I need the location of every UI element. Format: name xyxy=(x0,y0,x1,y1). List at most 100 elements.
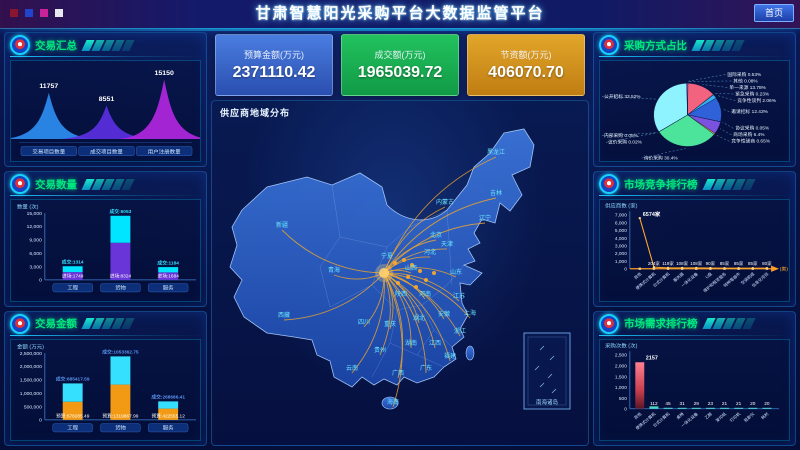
chart-text: 海南 xyxy=(387,398,399,406)
chart-text: 31 xyxy=(680,401,686,406)
panel-underline xyxy=(599,195,790,197)
chart-text: 湖北 xyxy=(413,314,425,322)
panel-title: 交易数量 xyxy=(35,178,77,191)
page-title: 甘肃智慧阳光采购平台大数据监管平台 xyxy=(255,5,545,22)
chart-text: 其他 xyxy=(632,271,642,281)
chart-text: 预算:1319867.99 xyxy=(102,412,138,419)
chart-text: 广西 xyxy=(392,369,404,377)
chart-text: 2,000 xyxy=(615,363,627,368)
chart-text: 吉林 xyxy=(490,189,502,197)
chart-text: 成交:1314 xyxy=(62,259,84,266)
chevron-right-icons xyxy=(81,39,135,51)
chart-text: 85家 xyxy=(734,261,744,267)
summary-chart: 11757 交易项目数量 8551 成交项目数量 15150 用户注册数量 xyxy=(11,70,200,156)
globe-icon xyxy=(10,35,30,55)
globe-icon xyxy=(10,174,30,195)
chart-text: 议价采购 0.02% xyxy=(608,139,642,146)
deco-square-white xyxy=(55,9,63,17)
demand-chart: 0 500 1,000 1,500 2,000 2,500 采购次数 (次) 2157 其他 11… xyxy=(605,341,780,430)
panel-underline xyxy=(599,56,790,57)
chart-text: 福建 xyxy=(444,352,456,360)
chart-text: 进场:8324 xyxy=(110,273,132,280)
chart-text: 交易项目数量 xyxy=(32,148,65,156)
home-button[interactable]: 首页 xyxy=(753,4,794,22)
chart-text: 1,500,000 xyxy=(20,377,42,383)
chart-text: 0 xyxy=(624,267,627,272)
panel-title: 市场需求排行榜 xyxy=(624,318,698,331)
chevron-right-icons xyxy=(701,178,756,190)
quantity-chart-frame: 0 3,000 6,000 9,000 12,000 15,000 数量 (次) 成交:131… xyxy=(10,199,201,302)
chart-text: 500 xyxy=(619,396,627,401)
chart-text: 山东 xyxy=(450,268,462,276)
panel-header: 交易汇总 xyxy=(10,35,201,55)
chevron-right-icons xyxy=(81,318,135,330)
bar-bottom-segment xyxy=(62,401,83,420)
panel-underline xyxy=(10,334,201,336)
chevron-right-icons xyxy=(81,178,135,190)
chart-text: 成交项目数量 xyxy=(90,148,123,156)
rank-bar xyxy=(677,407,687,409)
rank-bar xyxy=(762,407,772,409)
chart-text: 85家 xyxy=(748,261,758,267)
rank-bar xyxy=(748,407,758,409)
chart-text: 成交:6053 xyxy=(110,208,132,215)
chart-text: 江苏 xyxy=(453,292,465,300)
chart-text: 协议采购 0.05% xyxy=(735,125,769,132)
flight-line xyxy=(383,197,497,274)
bar-top-segment xyxy=(110,356,131,385)
panel-header: 交易数量 xyxy=(10,174,201,195)
line-series xyxy=(639,218,767,269)
chart-text: 四川 xyxy=(358,319,370,326)
stat-value: 1965039.72 xyxy=(357,64,443,81)
deco-square-blue xyxy=(25,9,33,17)
flight-line xyxy=(383,272,412,349)
chart-text: 采购次数 (次) xyxy=(605,341,638,349)
chart-text: 进场:1749 xyxy=(62,273,84,280)
chart-text: 山西 xyxy=(405,264,417,272)
chart-text: 河北 xyxy=(424,248,436,256)
chart-text: 2157 xyxy=(646,355,658,361)
pie-slice xyxy=(653,83,688,132)
flight-line xyxy=(383,272,445,320)
chart-text: 112 xyxy=(650,401,658,406)
chart-text: 货物 xyxy=(115,424,127,432)
chart-text: 陕西 xyxy=(395,290,407,298)
chart-text: 云南 xyxy=(346,364,358,372)
chart-text: 进场:1684 xyxy=(157,273,179,280)
stat-label: 节资额(万元) xyxy=(500,50,552,60)
flight-line xyxy=(379,272,391,356)
stat-deal: 成交额(万元) 1965039.72 xyxy=(341,34,459,96)
flight-line xyxy=(383,222,486,274)
chart-text: 广东 xyxy=(420,364,432,372)
bar-bottom-segment xyxy=(158,408,179,420)
chart-text: 打印机 xyxy=(728,410,741,422)
flight-line xyxy=(281,229,385,274)
chart-text: 45 xyxy=(665,401,671,406)
map-title: 供应商地域分布 xyxy=(220,108,291,118)
stats-row: 预算金额(万元) 2371110.42 成交额(万元) 1965039.72 节… xyxy=(211,32,589,96)
center-column: 预算金额(万元) 2371110.42 成交额(万元) 1965039.72 节… xyxy=(211,32,589,446)
flight-line xyxy=(383,272,427,374)
chart-text: 复印纸 xyxy=(714,410,727,422)
panel-underline xyxy=(599,334,790,336)
chart-text: 20 xyxy=(750,401,756,406)
panel-title: 交易汇总 xyxy=(35,39,77,52)
chart-text: 1,000 xyxy=(615,385,627,390)
summary-chart-frame: 11757 交易项目数量 8551 成交项目数量 15150 用户注册数量 xyxy=(10,60,201,163)
chart-text: 85家 xyxy=(720,261,730,267)
chart-text: 工程 xyxy=(67,424,79,432)
chart-text: 贵州 xyxy=(374,346,386,354)
panel-transaction-summary: 交易汇总 11757 交易项目数量 8551 成交项目数量 15150 用户注册数量 xyxy=(4,32,207,168)
chart-text: 青海 xyxy=(328,266,340,274)
globe-icon xyxy=(599,174,619,195)
chart-text: 21 xyxy=(736,401,742,406)
chart-text: 2,000 xyxy=(615,252,627,257)
chart-text: 江西 xyxy=(429,340,441,347)
flight-line xyxy=(283,272,385,321)
chart-text: 5,000 xyxy=(615,229,627,234)
chart-text: 15,000 xyxy=(27,211,43,217)
header-deco-squares xyxy=(10,9,63,17)
chart-text: 0 xyxy=(624,406,627,411)
panel-procurement-methods: 采购方式占比 单一来源 13.78% 紧急采购 0.23% 竞争性谈判 2.06% 邀… xyxy=(593,32,796,168)
